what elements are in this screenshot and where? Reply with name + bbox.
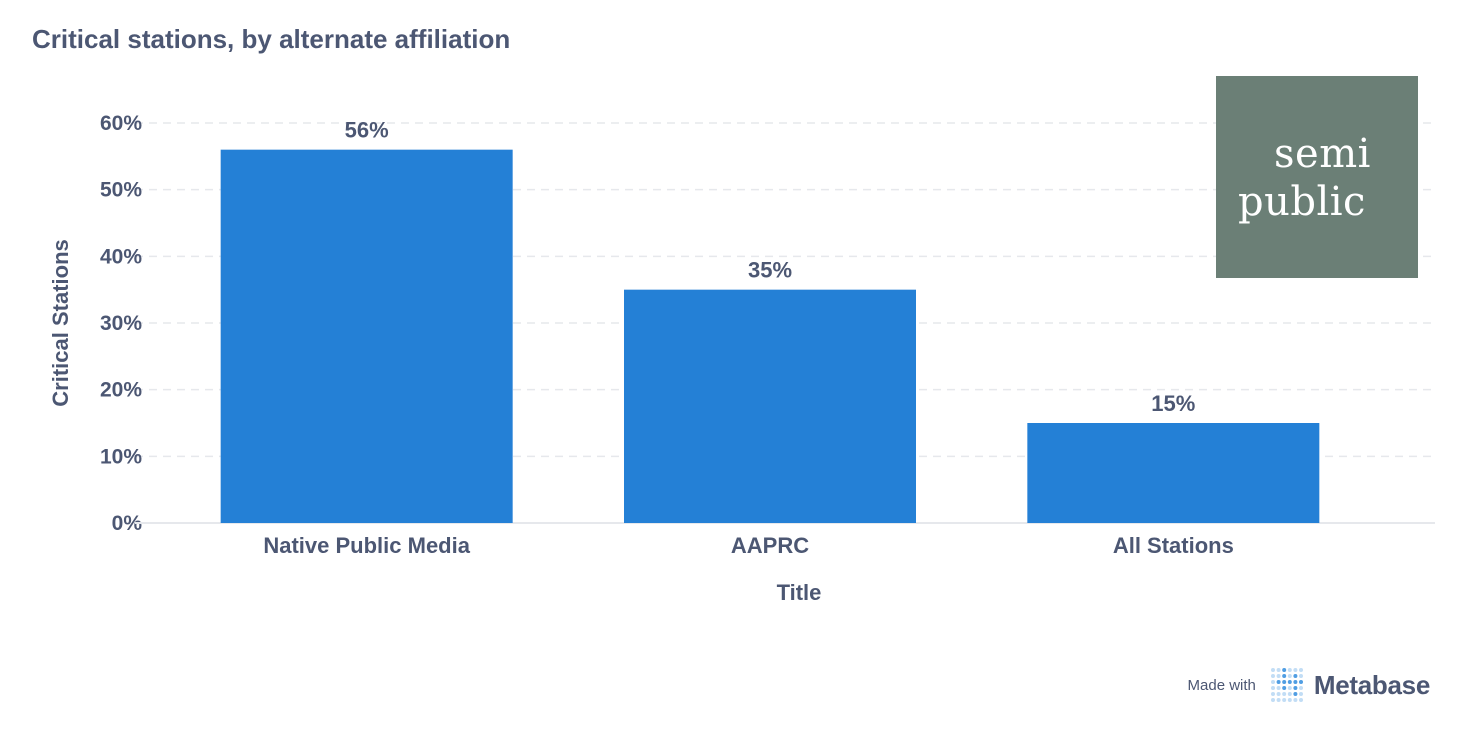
logo-dot	[1282, 668, 1287, 672]
logo-dot	[1293, 668, 1298, 672]
bar-data-label: 35%	[748, 258, 792, 283]
x-axis-title: Title	[777, 580, 822, 605]
logo-dot	[1282, 680, 1287, 684]
metabase-wordmark: Metabase	[1313, 669, 1430, 700]
y-axis-title: Critical Stations	[48, 239, 73, 406]
logo-dot	[1282, 686, 1287, 690]
logo-dot	[1276, 692, 1281, 696]
logo-dot	[1276, 674, 1281, 678]
logo-dot	[1270, 686, 1275, 690]
logo-dot	[1276, 698, 1281, 702]
logo-dot	[1270, 674, 1275, 678]
logo-dot	[1298, 674, 1303, 678]
logo-dot	[1298, 680, 1303, 684]
bar-data-label: 15%	[1151, 391, 1195, 416]
logo-dot	[1270, 680, 1275, 684]
y-tick-label: 40%	[100, 245, 142, 268]
logo-dot	[1276, 680, 1281, 684]
logo-dot	[1282, 674, 1287, 678]
logo-dot	[1270, 692, 1275, 696]
bar	[1027, 423, 1320, 523]
logo-dot	[1293, 692, 1298, 696]
logo-dot	[1276, 668, 1281, 672]
y-tick-label: 20%	[100, 379, 142, 402]
logo-dot	[1293, 686, 1298, 690]
bar-data-label: 56%	[345, 118, 389, 143]
y-tick-label: 30%	[100, 312, 142, 335]
y-tick-label: 0%	[112, 512, 143, 535]
logo-dot	[1298, 668, 1303, 672]
made-with-label: Made with	[1187, 676, 1256, 694]
logo-dot	[1270, 668, 1275, 672]
bar	[624, 289, 916, 523]
logo-dot	[1287, 668, 1292, 672]
logo-dot	[1270, 698, 1275, 702]
logo-dot	[1276, 686, 1281, 690]
logo-dot	[1298, 692, 1303, 696]
logo-dot	[1282, 698, 1287, 702]
logo-dot	[1293, 680, 1298, 684]
semipublic-logo: semi public	[1216, 76, 1418, 278]
logo-line-1: semi	[1274, 131, 1371, 177]
y-tick-label: 60%	[100, 112, 142, 135]
logo-dot	[1298, 686, 1303, 690]
y-tick-label: 50%	[100, 179, 142, 202]
logo-dot	[1287, 692, 1292, 696]
logo-dot	[1293, 674, 1298, 678]
logo-dot	[1282, 692, 1287, 696]
chart-title: Critical stations, by alternate affiliat…	[32, 24, 511, 54]
logo-dot	[1287, 674, 1292, 678]
logo-dot	[1293, 698, 1298, 702]
logo-dot	[1287, 698, 1292, 702]
logo-line-2: public	[1238, 179, 1366, 225]
logo-dot	[1298, 698, 1303, 702]
x-tick-label: All Stations	[1113, 533, 1234, 558]
bar	[220, 149, 513, 523]
metabase-footer[interactable]: Made with Metabase	[1188, 666, 1430, 704]
logo-dot	[1287, 686, 1292, 690]
metabase-logo-icon	[1270, 668, 1303, 702]
y-tick-label: 10%	[100, 445, 142, 468]
x-tick-label: Native Public Media	[263, 533, 470, 558]
x-tick-label: AAPRC	[731, 533, 809, 558]
logo-dot	[1287, 680, 1292, 684]
